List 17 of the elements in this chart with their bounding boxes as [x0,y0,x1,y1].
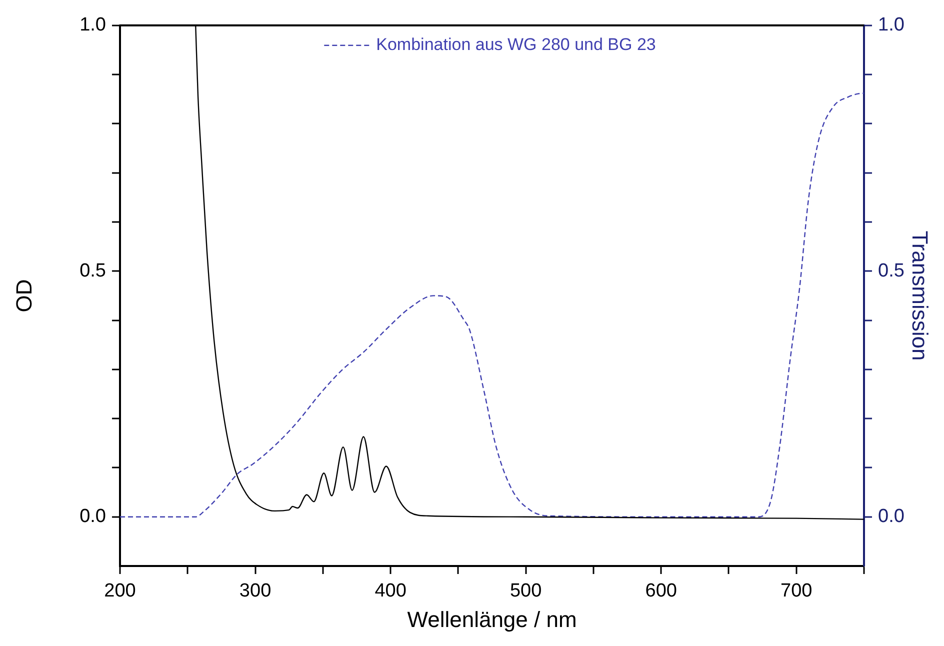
y2-axis-title: Transmission [908,230,933,361]
x-tick-label: 600 [645,580,677,602]
x-tick-label: 300 [239,580,272,602]
y2-tick-label: 0.0 [878,506,904,528]
x-tick-label: 500 [510,580,542,602]
x-tick-label: 700 [780,580,812,602]
y-tick-label: 1.0 [80,14,106,36]
y-tick-label: 0.0 [80,506,106,528]
y2-tick-label: 1.0 [878,14,904,36]
y-axis-title: OD [11,279,36,312]
x-tick-label: 400 [374,580,406,602]
x-tick-label: 200 [104,580,136,602]
y2-tick-label: 0.5 [878,260,904,282]
legend-label: Kombination aus WG 280 und BG 23 [376,35,656,54]
y-tick-label: 0.5 [80,260,106,282]
x-axis-title: Wellenlänge / nm [407,606,577,632]
line-series [120,92,864,518]
